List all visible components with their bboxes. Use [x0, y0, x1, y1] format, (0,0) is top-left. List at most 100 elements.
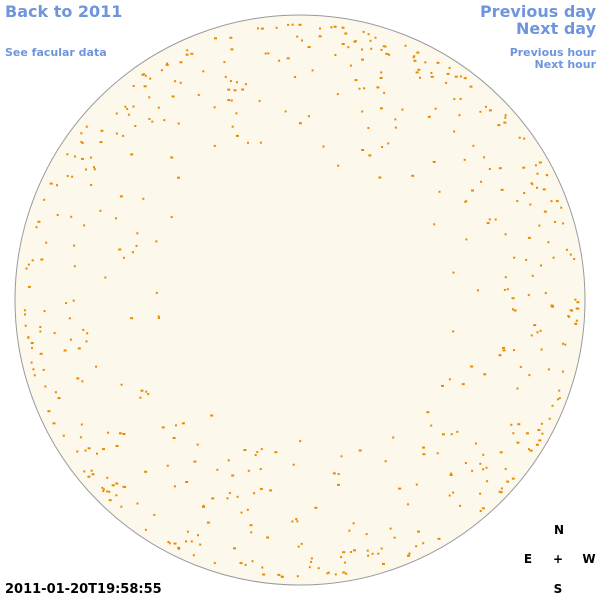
facula [132, 85, 135, 87]
facula [482, 453, 485, 456]
facula [118, 248, 122, 251]
facula [251, 560, 254, 563]
facula [235, 112, 238, 115]
facula [512, 432, 515, 435]
facula [76, 377, 80, 380]
facula [130, 153, 134, 156]
facula [430, 75, 434, 78]
facula [79, 436, 82, 439]
facula [244, 83, 247, 86]
facula [85, 168, 87, 171]
facula [118, 432, 122, 435]
facula [170, 216, 173, 219]
facula [401, 108, 404, 111]
facula [193, 460, 197, 463]
facula [565, 248, 568, 251]
facula [483, 156, 486, 159]
facula [438, 190, 441, 193]
facula [157, 106, 160, 109]
facula [529, 449, 533, 452]
facula [177, 547, 180, 550]
facula [551, 305, 555, 308]
facula [540, 264, 542, 267]
next-day-link[interactable]: Next day [516, 19, 596, 38]
facula [161, 426, 165, 429]
facula [63, 349, 67, 352]
facula [111, 484, 115, 487]
facula [115, 217, 117, 220]
facula [223, 61, 226, 64]
previous-hour-link[interactable]: Previous hour [509, 46, 596, 59]
facula [239, 562, 243, 565]
facula [102, 488, 105, 491]
facula [422, 453, 426, 456]
facula [250, 531, 253, 534]
facula [388, 53, 391, 56]
facula [506, 288, 509, 291]
compass-east: E [523, 552, 533, 566]
facula [454, 75, 458, 78]
facula [389, 527, 392, 530]
facula [448, 494, 451, 497]
facula [453, 98, 456, 101]
facula [464, 462, 467, 464]
facula [426, 411, 430, 414]
facula [398, 487, 402, 490]
facula [102, 490, 105, 493]
facula [381, 146, 384, 148]
facula [229, 80, 232, 83]
facula [499, 451, 503, 454]
facula [452, 491, 455, 494]
facula [90, 184, 93, 186]
facula [298, 122, 302, 125]
facula [344, 561, 347, 564]
facula [485, 105, 487, 108]
facula [177, 122, 180, 125]
facula [247, 141, 249, 144]
facula [126, 107, 129, 110]
facular-data-link[interactable]: See facular data [5, 46, 107, 59]
facula [342, 551, 346, 554]
facula [380, 48, 383, 51]
facula [165, 63, 169, 66]
facula [93, 168, 96, 171]
facula [341, 43, 345, 45]
facula [181, 422, 185, 425]
facula [365, 533, 368, 536]
facula [513, 309, 517, 312]
facula [511, 477, 515, 480]
facula [471, 469, 474, 472]
facula [230, 99, 233, 102]
facula [100, 129, 104, 132]
facula [86, 332, 89, 335]
facula [350, 551, 353, 553]
facula [453, 130, 456, 133]
facula [548, 417, 551, 420]
facula [441, 384, 444, 387]
facula [551, 404, 554, 407]
previous-day-link[interactable]: Previous day [479, 2, 596, 21]
facula [142, 73, 145, 76]
facula [134, 125, 137, 127]
facula [147, 393, 150, 396]
facula [68, 317, 71, 320]
facula [337, 473, 340, 475]
facula [81, 380, 84, 383]
facula [286, 57, 290, 60]
facula [144, 74, 147, 77]
facula [485, 466, 488, 469]
facula [336, 93, 339, 96]
facula [349, 64, 352, 67]
facula [196, 443, 199, 446]
facula [87, 447, 91, 450]
facula [463, 77, 467, 80]
back-link[interactable]: Back to 2011 [5, 2, 123, 21]
facula [367, 33, 370, 36]
facula [550, 304, 554, 307]
facula [383, 91, 386, 94]
facula [326, 572, 329, 575]
next-hour-link[interactable]: Next hour [534, 58, 597, 71]
facula [450, 472, 453, 475]
facula [534, 164, 537, 167]
facula [213, 144, 216, 147]
